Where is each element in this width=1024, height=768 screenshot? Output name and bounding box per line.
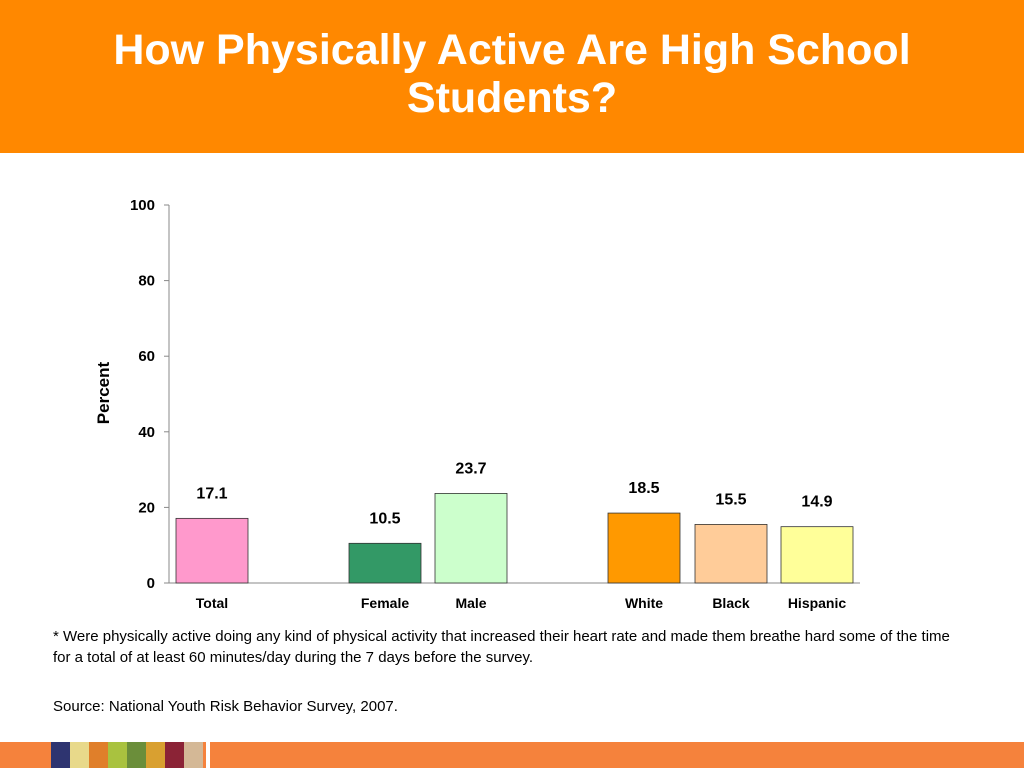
value-label: 14.9 <box>801 494 832 511</box>
footnote: * Were physically active doing any kind … <box>53 628 950 666</box>
footer-swatch <box>70 742 89 768</box>
footer-swatch <box>184 742 203 768</box>
category-label: Male <box>455 595 486 611</box>
category-label: Black <box>712 595 750 611</box>
footer-swatch <box>127 742 146 768</box>
bar-white <box>607 512 681 584</box>
category-label: Female <box>361 595 409 611</box>
value-label: 18.5 <box>628 480 659 497</box>
slide-title: How Physically Active Are High School St… <box>113 26 911 122</box>
footer-divider <box>206 742 210 768</box>
y-axis-label: Percent <box>94 361 113 424</box>
value-label: 23.7 <box>455 460 486 477</box>
value-label: 17.1 <box>196 485 227 502</box>
y-tick-label: 100 <box>130 197 155 214</box>
y-tick-label: 40 <box>138 424 155 441</box>
source-note: Source: National Youth Risk Behavior Sur… <box>53 698 398 715</box>
bar-total <box>175 517 249 584</box>
y-tick-label: 60 <box>138 348 155 365</box>
y-tick-label: 20 <box>138 499 155 516</box>
category-label: Hispanic <box>788 595 847 611</box>
category-label: Total <box>196 595 228 611</box>
bar-hispanic <box>780 526 854 584</box>
footer-swatch <box>89 742 108 768</box>
category-label: White <box>625 595 663 611</box>
header-banner: How Physically Active Are High School St… <box>0 0 1024 153</box>
value-label: 15.5 <box>715 491 746 508</box>
footer-swatch <box>165 742 184 768</box>
value-label: 10.5 <box>369 510 400 527</box>
bar-chart: 0 20 40 60 80 100 Percent 17.1 Total 10.5 Female 2… <box>94 197 860 611</box>
y-tick-label: 80 <box>138 273 155 290</box>
footer-color-swatches <box>51 742 203 768</box>
bar-female <box>348 542 422 584</box>
y-tick-label: 0 <box>147 575 155 592</box>
footer-swatch <box>108 742 127 768</box>
bar-male <box>434 493 508 584</box>
bar-black <box>694 524 768 584</box>
footer-swatch <box>146 742 165 768</box>
footer-swatch <box>51 742 70 768</box>
